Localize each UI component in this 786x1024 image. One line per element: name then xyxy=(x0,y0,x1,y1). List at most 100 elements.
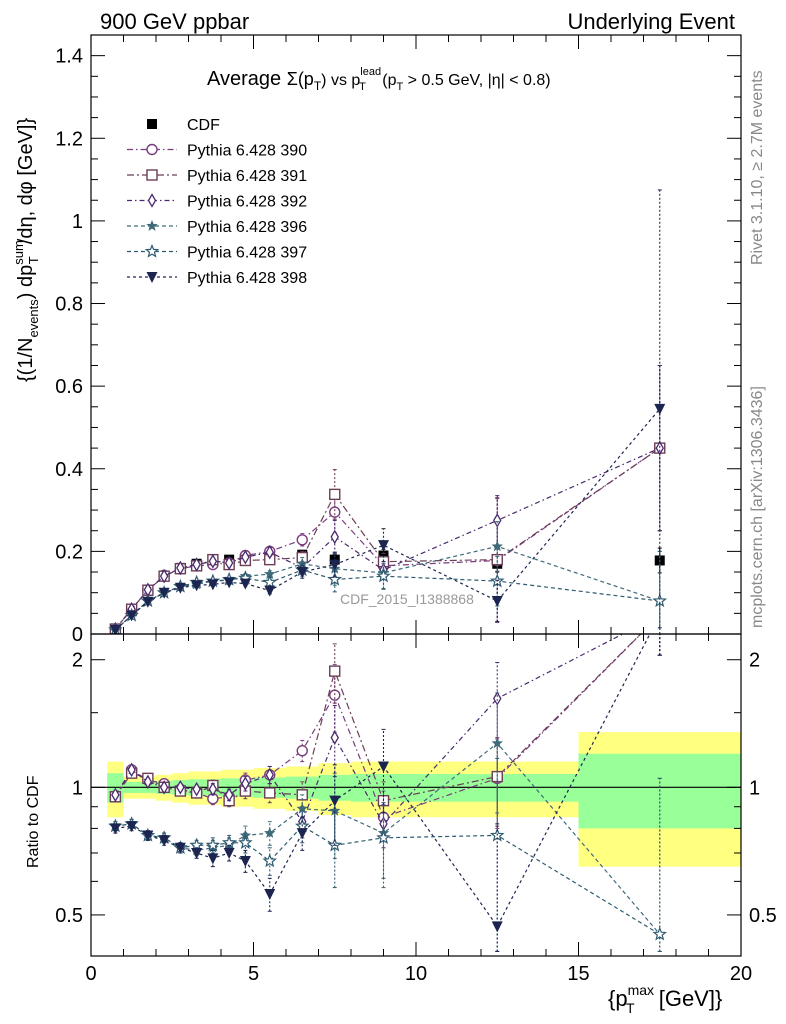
ytick-label: 1 xyxy=(72,211,83,233)
point-p398-0 xyxy=(109,624,121,634)
point-p398-2 xyxy=(142,596,154,608)
ratio-point-p397-9 xyxy=(262,853,278,868)
xlabel-max: max xyxy=(628,982,654,998)
legend-marker-p398 xyxy=(146,272,158,283)
point-p392-11 xyxy=(330,529,340,545)
ylabel-b: ) dp xyxy=(15,265,37,299)
ratio-point-p392-11 xyxy=(330,730,340,745)
ytick-label: 0 xyxy=(72,624,83,646)
xtick-label: 0 xyxy=(85,963,96,985)
ratio-point-p398-0 xyxy=(109,823,121,835)
header-left: 900 GeV ppbar xyxy=(100,9,249,34)
legend-label-p398: Pythia 6.428 398 xyxy=(187,270,307,287)
ytick-label: 1.2 xyxy=(55,128,83,150)
title-t2: T xyxy=(359,81,366,93)
ratio-point-p396-10 xyxy=(296,802,308,814)
watermark: CDF_2015_I1388868 xyxy=(340,591,474,607)
point-p398-3 xyxy=(158,587,170,599)
xlabel: {pmax T [GeV]} xyxy=(608,982,722,1016)
ylabel-t: T xyxy=(26,256,41,264)
legend-label-p396: Pythia 6.428 396 xyxy=(187,219,307,236)
legend-entry-p391: Pythia 6.428 391 xyxy=(127,168,307,185)
ratio-ytick-label-right: 0.5 xyxy=(749,905,777,927)
point-p398-10 xyxy=(296,567,308,579)
title-lead: lead xyxy=(360,66,381,78)
ratio-ytick-label-right: 1 xyxy=(749,777,760,799)
ytick-label: 1.4 xyxy=(55,46,83,68)
point-p398-13 xyxy=(491,595,503,607)
ratio-point-p398-8 xyxy=(239,856,251,868)
point-p397-12 xyxy=(376,568,391,583)
title-post2: > 0.5 GeV, |η| < 0.8) xyxy=(403,72,550,89)
main-ylabel: {(1/Nevents) dpsumT/dη, dφ [GeV]} xyxy=(11,118,41,382)
xtick-label: 15 xyxy=(567,963,589,985)
xtick-label: 20 xyxy=(730,963,752,985)
legend: CDF Pythia 6.428 390 Pythia 6.428 391 Pythi… xyxy=(127,117,307,287)
ratio-point-p392-0 xyxy=(111,787,120,803)
ratio-ytick-label-right: 2 xyxy=(749,650,760,672)
point-p392-9 xyxy=(265,544,275,560)
legend-label-p391: Pythia 6.428 391 xyxy=(187,168,307,185)
ratio-panel: 0.5 0.51 12 20 5 10 15 20 xyxy=(55,633,777,985)
series-p398 xyxy=(109,189,666,634)
title-mid: ) vs p xyxy=(321,72,360,89)
ratio-point-p392-13 xyxy=(492,691,502,706)
rivet-label: Rivet 3.1.10, ≥ 2.7M events xyxy=(749,70,766,265)
point-p398-8 xyxy=(239,578,251,590)
main-title: Average Σ(pT) vs plead T (pT > 0.5 GeV, |… xyxy=(207,66,551,93)
ratio-point-p398-1 xyxy=(126,821,138,833)
ylabel-sum: sum xyxy=(11,240,26,265)
ratio-point-p398-7 xyxy=(223,847,235,859)
point-p396-13 xyxy=(491,540,503,552)
ratio-ytick-label-left: 2 xyxy=(72,650,83,672)
ratio-point-p398-11 xyxy=(329,795,341,807)
point-p398-6 xyxy=(207,579,219,591)
ratio-point-p392-7 xyxy=(224,787,234,803)
xtick-label: 10 xyxy=(405,963,427,985)
legend-marker-p396 xyxy=(146,220,158,231)
ratio-point-p392-8 xyxy=(241,776,250,791)
point-p397-11 xyxy=(327,571,343,586)
ratio-point-p391-9 xyxy=(264,787,276,799)
point-p392-8 xyxy=(241,549,250,565)
ratio-point-p392-3 xyxy=(159,780,169,795)
ytick-label: 0.4 xyxy=(55,459,83,481)
ratio-series-p398 xyxy=(109,634,662,952)
ratio-point-p397-6 xyxy=(205,837,221,852)
legend-marker-p397 xyxy=(144,243,160,258)
point-p390-10 xyxy=(296,534,308,546)
ratio-point-p392-2 xyxy=(143,774,153,790)
mcplots-label: mcplots.cern.ch [arXiv:1306.3436] xyxy=(749,386,766,628)
title-t1: T xyxy=(314,79,322,93)
legend-entry-p396: Pythia 6.428 396 xyxy=(127,219,307,236)
legend-label-cdf: CDF xyxy=(187,117,220,134)
legend-marker-cdf xyxy=(147,119,157,129)
xtick-label: 5 xyxy=(248,963,259,985)
ratio-point-p390-10 xyxy=(296,745,308,757)
point-p392-6 xyxy=(208,554,218,569)
legend-entry-p390: Pythia 6.428 390 xyxy=(127,143,307,160)
header-right: Underlying Event xyxy=(567,9,735,34)
point-p398-11 xyxy=(329,559,341,571)
ratio-ytick-label-left: 0.5 xyxy=(55,905,83,927)
point-p391-11 xyxy=(329,488,341,501)
point-p390-11 xyxy=(329,506,341,518)
ratio-point-p392-6 xyxy=(208,781,218,797)
main-panel: 0 0.2 0.4 0.6 0.8 1 1.2 1.4 CDF_2015_I1388868 xyxy=(55,34,742,646)
legend-entry-cdf: CDF xyxy=(147,117,220,134)
point-p398-12 xyxy=(378,540,389,552)
ratio-point-p397-7 xyxy=(221,835,237,849)
ylabel-events: events xyxy=(26,299,41,338)
point-p392-7 xyxy=(224,555,234,571)
ratio-point-p397-8 xyxy=(238,835,253,849)
point-p392-5 xyxy=(192,557,201,572)
series-p396 xyxy=(109,521,666,634)
ytick-label: 0.8 xyxy=(55,294,83,316)
point-p397-14 xyxy=(652,593,668,608)
ratio-point-p398-2 xyxy=(142,830,154,842)
point-p392-13 xyxy=(492,513,502,528)
legend-label-p390: Pythia 6.428 390 xyxy=(187,143,307,160)
ratio-point-p397-14 xyxy=(652,926,668,941)
ytick-label: 0.2 xyxy=(55,541,83,563)
